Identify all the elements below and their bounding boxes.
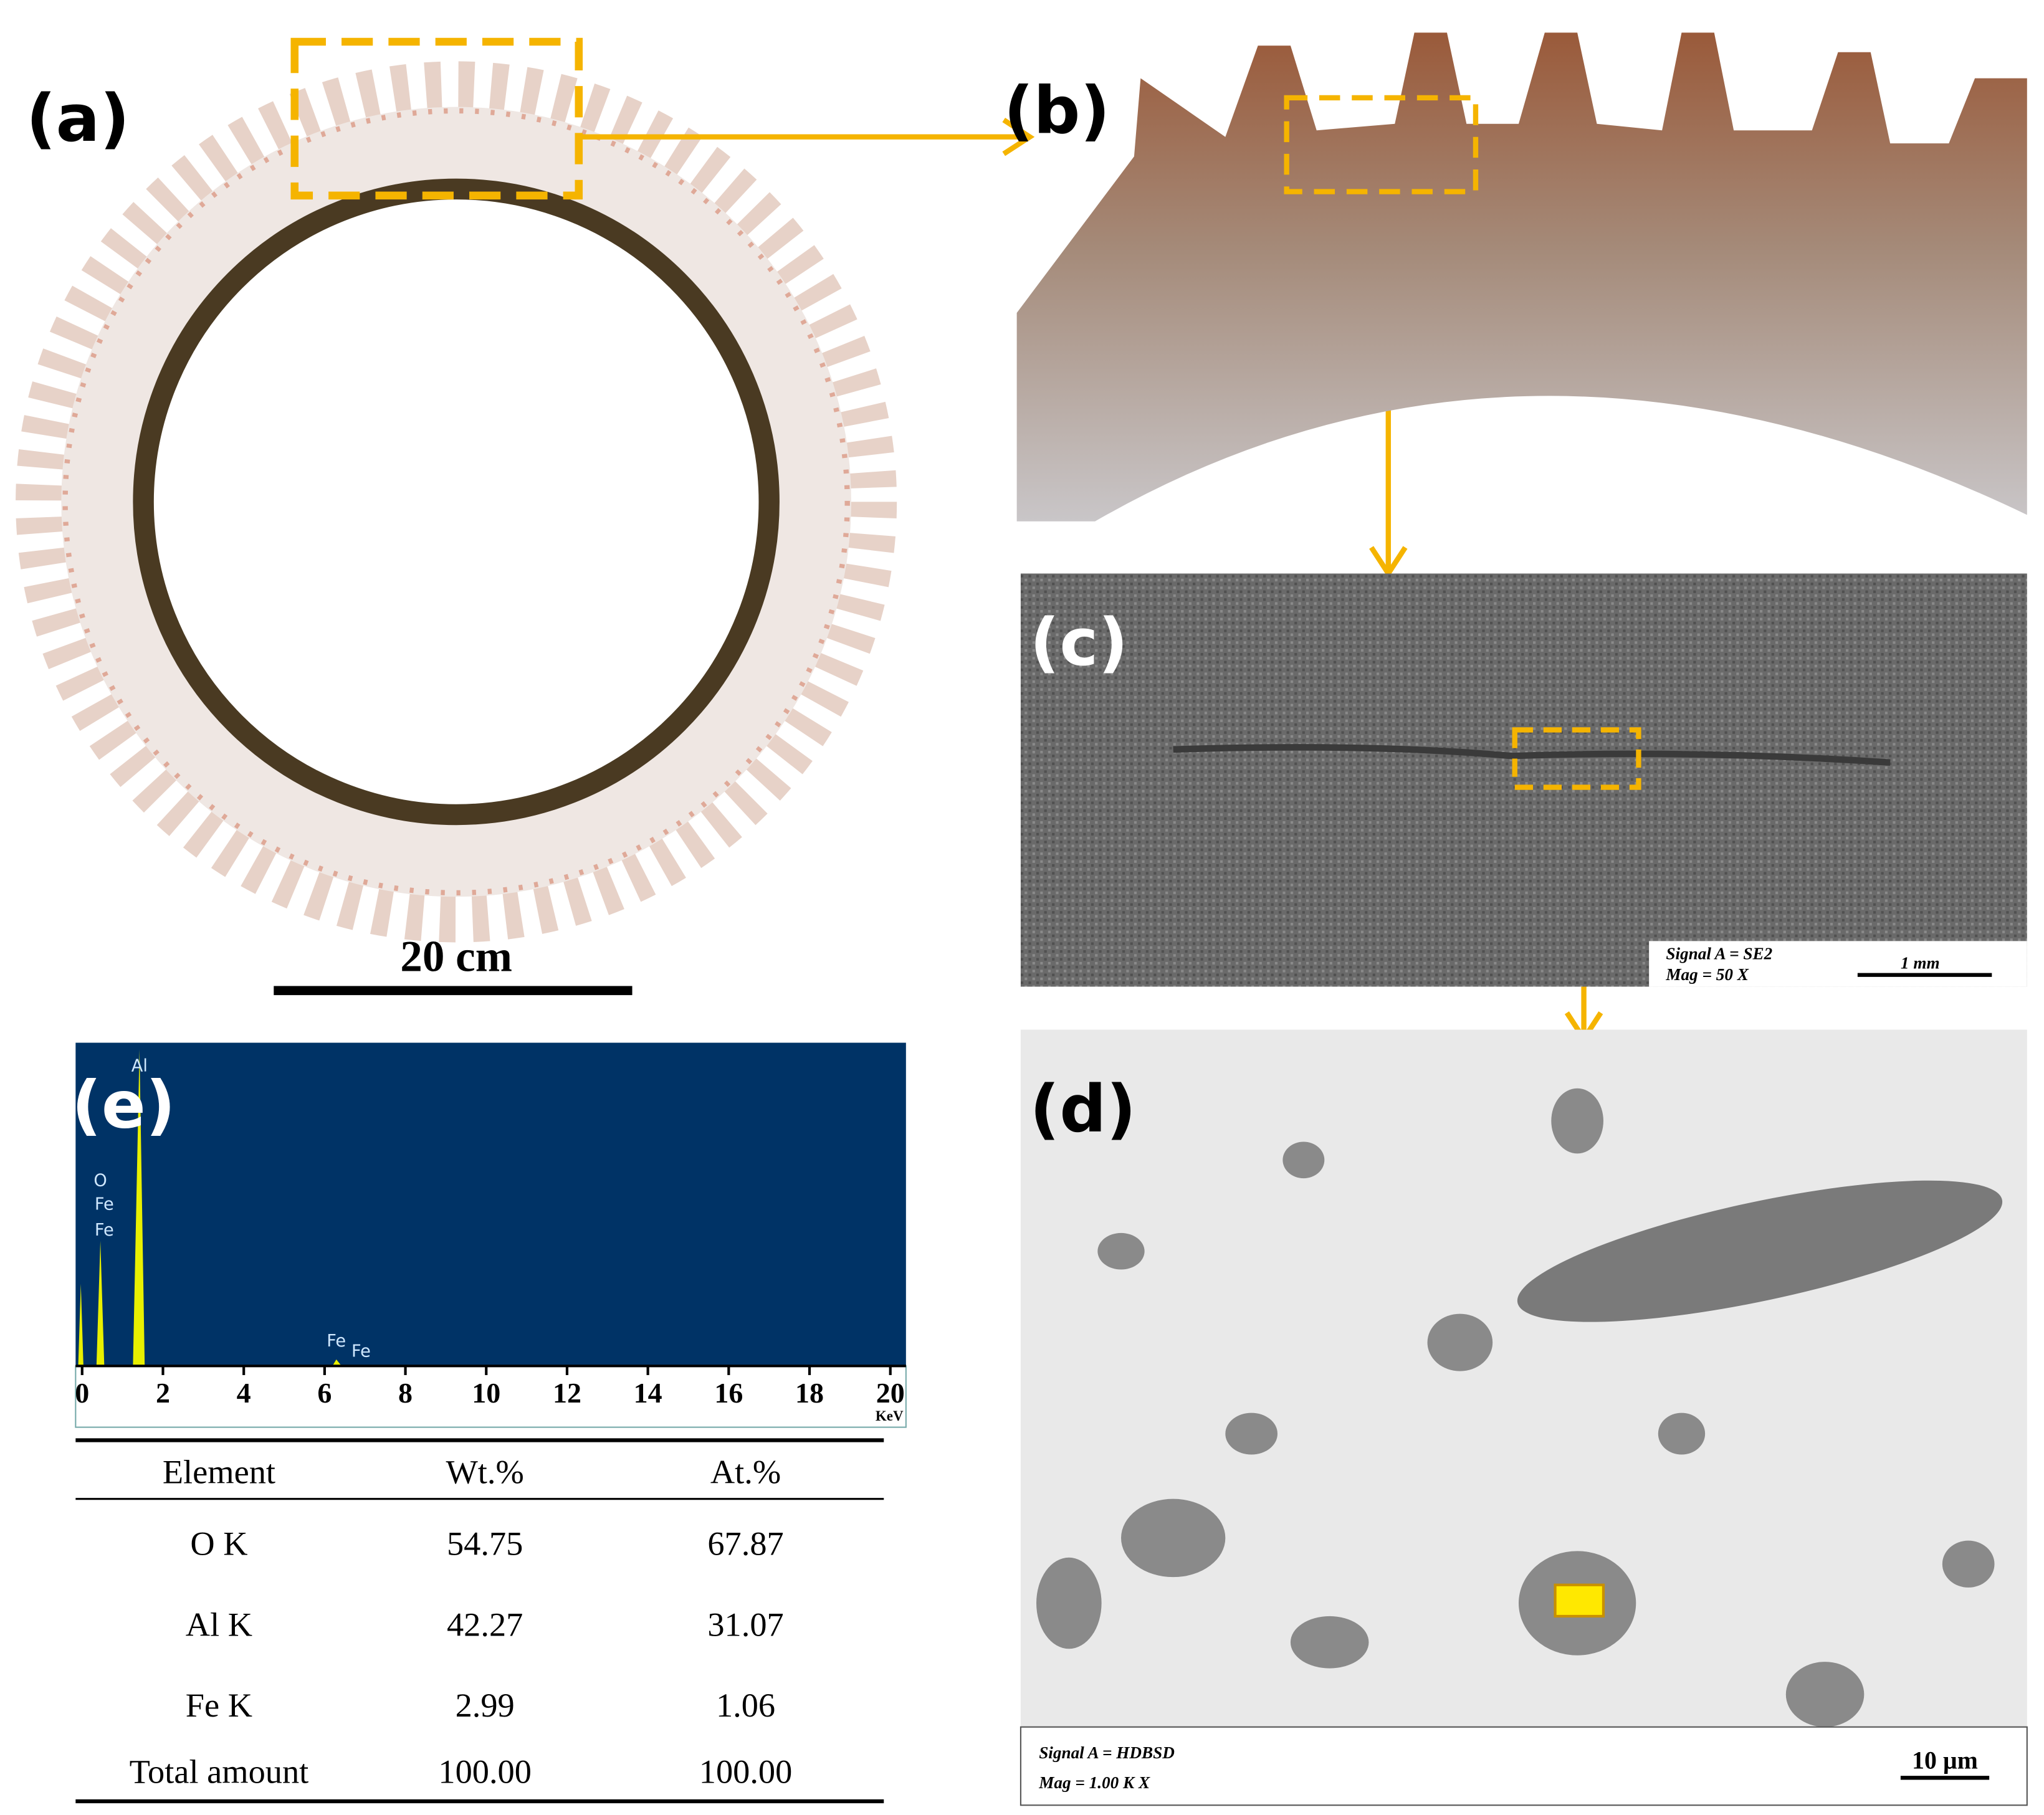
peak-label: Fe <box>95 1194 114 1214</box>
spectrum-axis-area <box>75 1365 907 1428</box>
table-cell: 54.75 <box>447 1525 523 1563</box>
x-tick-label: 4 <box>237 1377 251 1409</box>
panel-label: (e) <box>72 1067 176 1143</box>
x-tick-label: 18 <box>795 1377 824 1409</box>
crack <box>1173 744 1891 766</box>
peak-label: Fe <box>351 1342 371 1361</box>
table-cell: Al K <box>186 1606 252 1643</box>
peak-label: O <box>93 1171 107 1191</box>
peak-label: Fe <box>327 1331 346 1351</box>
x-tick-label: 14 <box>634 1377 662 1409</box>
highlight-box <box>290 37 583 200</box>
x-tick-label: 10 <box>472 1377 500 1409</box>
caption-box <box>1649 941 2027 987</box>
gear-photo <box>16 61 897 943</box>
x-ticks: 0 2 4 6 8 10 12 14 16 18 20 <box>75 1366 905 1409</box>
x-tick-label: 12 <box>553 1377 581 1409</box>
table-cell: 31.07 <box>707 1606 783 1643</box>
x-tick-label: 16 <box>714 1377 743 1409</box>
analysis-spot <box>1554 1583 1605 1618</box>
peak-labels: Al O Fe Fe Fe Fe <box>93 1057 371 1361</box>
sem-signal: Signal A = HDBSD <box>1039 1743 1175 1762</box>
table-cell: 1.06 <box>716 1687 775 1724</box>
sem-scale-label: 10 µm <box>1912 1747 1978 1775</box>
table-header: At.% <box>710 1454 781 1491</box>
panel-label: (a) <box>26 80 130 156</box>
table-header: Element <box>163 1454 275 1491</box>
table-header: Wt.% <box>446 1454 523 1491</box>
table: Element Wt.% At.% O K 54.75 67.87 Al K 42.27 31.… <box>130 1454 793 1791</box>
table-cell: 2.99 <box>456 1687 515 1724</box>
panel-label: (c) <box>1030 604 1129 680</box>
x-axis-label: KeV <box>876 1408 904 1424</box>
table-cell: 100.00 <box>699 1753 793 1791</box>
table-cell: 67.87 <box>707 1525 783 1563</box>
table-cell: 100.00 <box>438 1753 532 1791</box>
panel-label: (d) <box>1030 1071 1136 1147</box>
sem-mag: Mag = 1.00 K X <box>1038 1773 1150 1792</box>
highlight-box <box>1512 727 1641 790</box>
peak-label: Al <box>131 1057 148 1076</box>
table-cell: Fe K <box>186 1687 252 1724</box>
table-cell: Total amount <box>130 1753 309 1791</box>
spectrum-plot <box>75 1042 906 1366</box>
caption-box <box>1020 1726 2028 1806</box>
x-tick-label: 8 <box>398 1377 413 1409</box>
x-tick-label: 0 <box>75 1377 89 1409</box>
sem-scale-label: 1 mm <box>1901 953 1940 972</box>
sem-image <box>1020 573 2027 987</box>
x-tick-label: 2 <box>156 1377 170 1409</box>
sem-signal: Signal A = SE2 <box>1666 945 1772 963</box>
x-tick-label: 20 <box>876 1377 905 1409</box>
table-cell: O K <box>190 1525 247 1563</box>
highlight-box <box>1284 95 1479 194</box>
table-cell: 42.27 <box>447 1606 523 1643</box>
gear-detail-photo <box>1016 32 2027 522</box>
scale-label: 20 cm <box>400 932 512 981</box>
x-tick-label: 6 <box>317 1377 332 1409</box>
sem-mag: Mag = 50 X <box>1665 965 1749 984</box>
peak-label: Fe <box>95 1221 114 1240</box>
panel-label: (b) <box>1004 72 1110 148</box>
